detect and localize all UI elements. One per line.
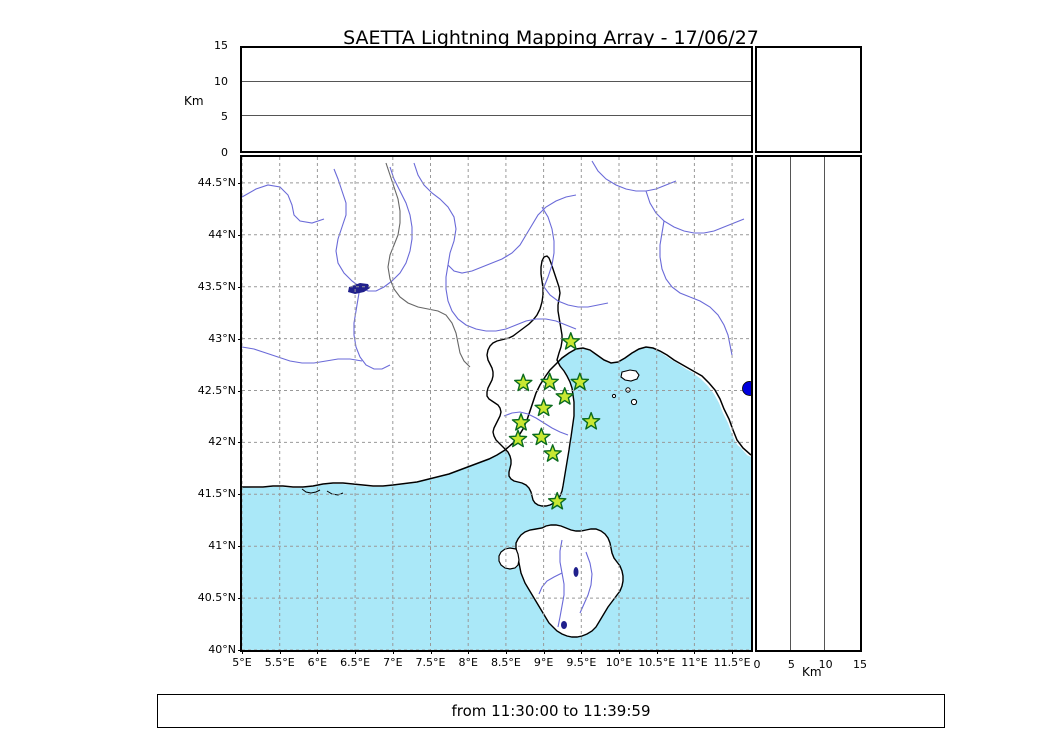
tick-longitude-10.5°E: 10.5°E [638,656,676,669]
tick-latitude-40.5°N: 40.5°N [197,591,236,605]
altitude-axis-label: Km [184,94,204,108]
tickmark-lon [505,650,507,654]
tick-altitude-5: 5 [221,110,228,124]
status-bar: from 11:30:00 to 11:39:59 [157,694,945,728]
lma-station-marker[interactable] [547,491,567,510]
tickmark-lon [656,650,658,654]
tickmark-lon [619,650,621,654]
lma-station-marker[interactable] [532,427,551,446]
tick-latitude-43°N: 43°N [208,331,236,345]
tick-latitude-43.5°N: 43.5°N [197,279,236,293]
status-bar-text: from 11:30:00 to 11:39:59 [451,702,651,720]
page-title: SAETTA Lightning Mapping Array - 17/06/2… [343,27,759,49]
administrative-border [385,162,471,368]
tickmark-lat [238,494,242,496]
tickmark-lat [238,546,242,548]
lma-station-marker[interactable] [543,444,562,462]
gridline-km-10 [824,157,825,650]
tick-latitude-40°N: 40°N [208,643,236,656]
tick-latitude-44.5°N: 44.5°N [197,175,236,189]
tickmark-lat [238,338,242,340]
tickmark-lat [238,390,242,392]
tick-altitude-10: 10 [214,74,228,88]
tick-longitude-10°E: 10°E [605,656,633,669]
tickmark-lat [238,650,242,651]
vhf-source-marker[interactable] [742,381,751,396]
lma-station-marker[interactable] [570,372,590,391]
tick-longitude-11°E: 11°E [681,656,708,669]
tick-right-km-15: 15 [853,658,867,671]
tickmark-lat [238,598,242,600]
tick-longitude-7.5°E: 7.5°E [415,656,446,669]
map-gridlines [242,157,751,650]
tickmark-lon [694,650,696,654]
lakes [348,283,579,629]
tickmark-lon [242,650,243,654]
tick-longitude-5.5°E: 5.5°E [264,656,295,669]
right-km-axis-label: Km [802,665,822,679]
tickmark-lat [238,442,242,444]
tickmark-lon [392,650,394,654]
mediterranean-sea [242,348,751,650]
tick-latitude-42.5°N: 42.5°N [197,383,236,397]
tickmark-lon [430,650,432,654]
tick-longitude-8.5°E: 8.5°E [490,656,521,669]
map-inner [242,157,751,650]
map-panel[interactable] [240,155,753,652]
tickmark-lat [238,182,242,184]
tickmark-lon [543,650,545,654]
tickmark-lat [238,286,242,288]
tick-longitude-6.5°E: 6.5°E [340,656,371,669]
map-graphic [242,157,751,650]
corner-panel[interactable] [755,46,862,153]
tick-right-km-0: 0 [753,658,761,671]
tick-altitude-0: 0 [221,146,228,159]
tick-longitude-6°E: 6°E [307,656,328,669]
gridline-alt-10 [242,81,751,82]
tick-latitude-44°N: 44°N [208,227,236,241]
small-islands [611,369,640,406]
altitude-longitude-panel[interactable] [240,46,753,153]
vhf-source-markers[interactable] [742,381,751,396]
tick-longitude-9.5°E: 9.5°E [566,656,597,669]
altitude-latitude-panel[interactable] [755,155,862,652]
tick-right-km-10: 10 [818,658,833,671]
coast-land-overlay [242,157,751,487]
lma-station-marker[interactable] [508,429,528,448]
tick-latitude-42°N: 42°N [208,435,236,449]
tickmark-lon [279,650,281,654]
tick-right-km-5: 5 [787,658,795,671]
tickmark-lon [317,650,319,654]
tickmark-lon [355,650,357,654]
lma-station-marker[interactable] [561,332,581,350]
tickmark-lat [238,234,242,236]
tick-longitude-8°E: 8°E [458,656,478,669]
tickmark-lon [732,650,734,654]
lma-station-marker[interactable] [540,372,559,391]
gridline-km-5 [790,157,791,650]
tick-longitude-11.5°E: 11.5°E [713,656,751,669]
lma-station-markers[interactable] [508,332,601,510]
tickmark-lon [581,650,583,654]
lma-station-marker[interactable] [511,413,531,431]
sardinia-island [498,524,624,638]
gridline-alt-5 [242,115,751,116]
lma-station-marker[interactable] [534,398,553,417]
rivers [242,160,745,628]
tickmark-lon [468,650,470,654]
lma-station-marker[interactable] [514,373,533,392]
tick-longitude-9°E: 9°E [533,656,554,669]
tick-longitude-5°E: 5°E [232,656,252,669]
tick-latitude-41°N: 41°N [208,539,236,553]
lma-station-marker[interactable] [555,387,574,405]
tick-altitude-15: 15 [214,39,228,52]
lma-station-marker[interactable] [581,411,601,430]
tick-longitude-7°E: 7°E [383,656,403,669]
tick-latitude-41.5°N: 41.5°N [197,487,236,501]
